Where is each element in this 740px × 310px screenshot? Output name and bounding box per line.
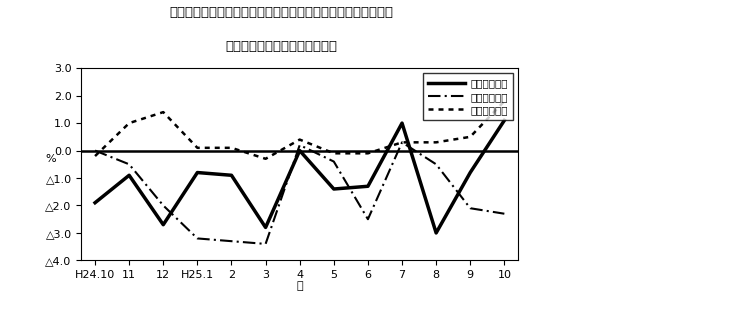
Line: 総実労働時間: 総実労働時間	[95, 142, 505, 244]
総実労働時間	[431, 162, 440, 166]
現金給与総額	[465, 171, 474, 175]
Y-axis label: %: %	[46, 154, 56, 164]
Text: 第４図　賃金、労働時間、常用雇用指数　対前年同月比の推移: 第４図 賃金、労働時間、常用雇用指数 対前年同月比の推移	[169, 6, 393, 19]
常用雇用指数	[125, 121, 134, 125]
総実労働時間	[397, 140, 406, 144]
現金給与総額	[363, 184, 372, 188]
現金給与総額	[329, 187, 338, 191]
常用雇用指数	[193, 146, 202, 150]
Text: （規樯５人以上　調査産業計）: （規樯５人以上 調査産業計）	[225, 40, 337, 53]
総実労働時間	[261, 242, 270, 246]
総実労働時間	[329, 160, 338, 163]
総実労働時間	[227, 239, 236, 243]
常用雇用指数	[227, 146, 236, 150]
現金給与総額	[159, 223, 168, 227]
常用雇用指数	[397, 140, 406, 144]
X-axis label: 月: 月	[297, 281, 303, 291]
現金給与総額	[261, 226, 270, 229]
常用雇用指数	[159, 110, 168, 114]
現金給与総額	[431, 231, 440, 235]
常用雇用指数	[329, 152, 338, 155]
Legend: 現金給与総額, 総実労働時間, 常用雇用指数: 現金給与総額, 総実労働時間, 常用雇用指数	[423, 73, 513, 120]
総実労働時間	[193, 237, 202, 240]
総実労働時間	[363, 217, 372, 221]
常用雇用指数	[431, 140, 440, 144]
現金給与総額	[500, 118, 509, 122]
常用雇用指数	[295, 138, 304, 141]
総実労働時間	[500, 212, 509, 215]
総実労働時間	[159, 204, 168, 207]
常用雇用指数	[261, 157, 270, 161]
現金給与総額	[90, 201, 99, 205]
Line: 現金給与総額: 現金給与総額	[95, 120, 505, 233]
総実労働時間	[295, 143, 304, 147]
現金給与総額	[193, 171, 202, 175]
総実労働時間	[465, 206, 474, 210]
現金給与総額	[397, 121, 406, 125]
常用雇用指数	[500, 99, 509, 103]
Line: 常用雇用指数: 常用雇用指数	[95, 101, 505, 159]
現金給与総額	[125, 173, 134, 177]
常用雇用指数	[363, 152, 372, 155]
総実労働時間	[125, 162, 134, 166]
現金給与総額	[227, 173, 236, 177]
総実労働時間	[90, 149, 99, 153]
常用雇用指数	[90, 154, 99, 158]
常用雇用指数	[465, 135, 474, 139]
現金給与総額	[295, 149, 304, 153]
